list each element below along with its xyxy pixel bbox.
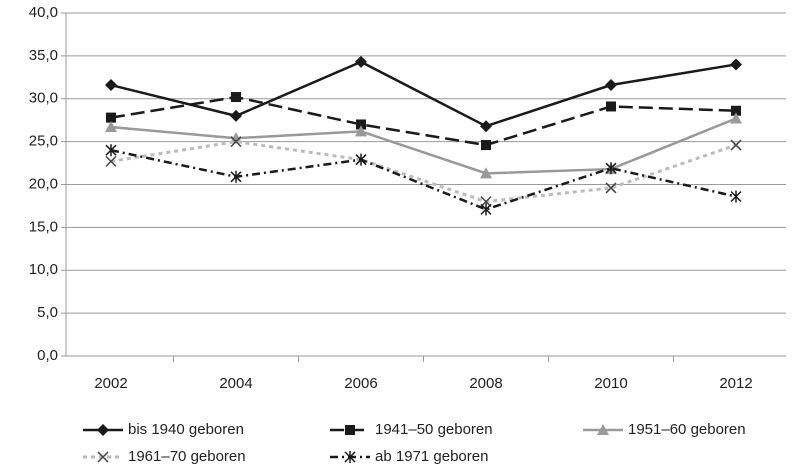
series-line (110, 60, 737, 128)
y-tick-label: 0,0 (37, 347, 58, 364)
marker (480, 167, 492, 179)
marker (481, 140, 491, 151)
marker (606, 101, 616, 112)
marker (730, 58, 742, 71)
marker (106, 112, 116, 123)
y-tick-label: 40,0 (29, 4, 58, 21)
marker (105, 144, 117, 157)
marker (230, 109, 242, 122)
marker (480, 203, 492, 216)
marker (230, 136, 242, 148)
y-tick-label: 35,0 (29, 47, 58, 64)
marker (480, 120, 492, 133)
legend-label: bis 1940 geboren (128, 421, 244, 438)
y-tick-label: 5,0 (37, 304, 58, 321)
y-tick-label: 15,0 (29, 218, 58, 235)
marker (730, 190, 742, 203)
legend-label: ab 1971 geboren (375, 448, 488, 465)
legend-label: 1941–50 geboren (375, 421, 493, 438)
marker (345, 425, 355, 435)
marker (230, 132, 242, 144)
marker (231, 92, 241, 103)
series-line (110, 148, 737, 211)
x-tick-label: 2004 (219, 375, 252, 392)
marker (730, 139, 742, 151)
y-tick-label: 20,0 (29, 175, 58, 192)
marker (605, 79, 617, 92)
x-tick-label: 2008 (469, 375, 502, 392)
marker (105, 121, 117, 133)
x-tick-label: 2002 (94, 375, 127, 392)
marker (730, 112, 742, 124)
y-tick-label: 10,0 (29, 261, 58, 278)
x-tick-label: 2006 (344, 375, 377, 392)
marker (97, 424, 109, 436)
y-tick-label: 25,0 (29, 133, 58, 150)
marker (105, 79, 117, 92)
marker (105, 155, 117, 167)
marker (355, 153, 367, 166)
marker (356, 119, 366, 130)
x-tick-label: 2012 (719, 375, 752, 392)
legend-label: 1951–60 geboren (628, 421, 746, 438)
series-line (110, 95, 737, 147)
y-tick-label: 30,0 (29, 90, 58, 107)
marker (597, 424, 609, 435)
x-tick-label: 2010 (594, 375, 627, 392)
series-line (110, 117, 737, 175)
marker (97, 451, 109, 463)
series-line (110, 140, 737, 204)
marker (605, 162, 617, 175)
legend-label: 1961–70 geboren (128, 448, 246, 465)
marker (355, 125, 367, 137)
marker (605, 182, 617, 194)
marker (230, 170, 242, 183)
marker (731, 105, 741, 116)
marker (355, 55, 367, 68)
marker (344, 451, 356, 463)
